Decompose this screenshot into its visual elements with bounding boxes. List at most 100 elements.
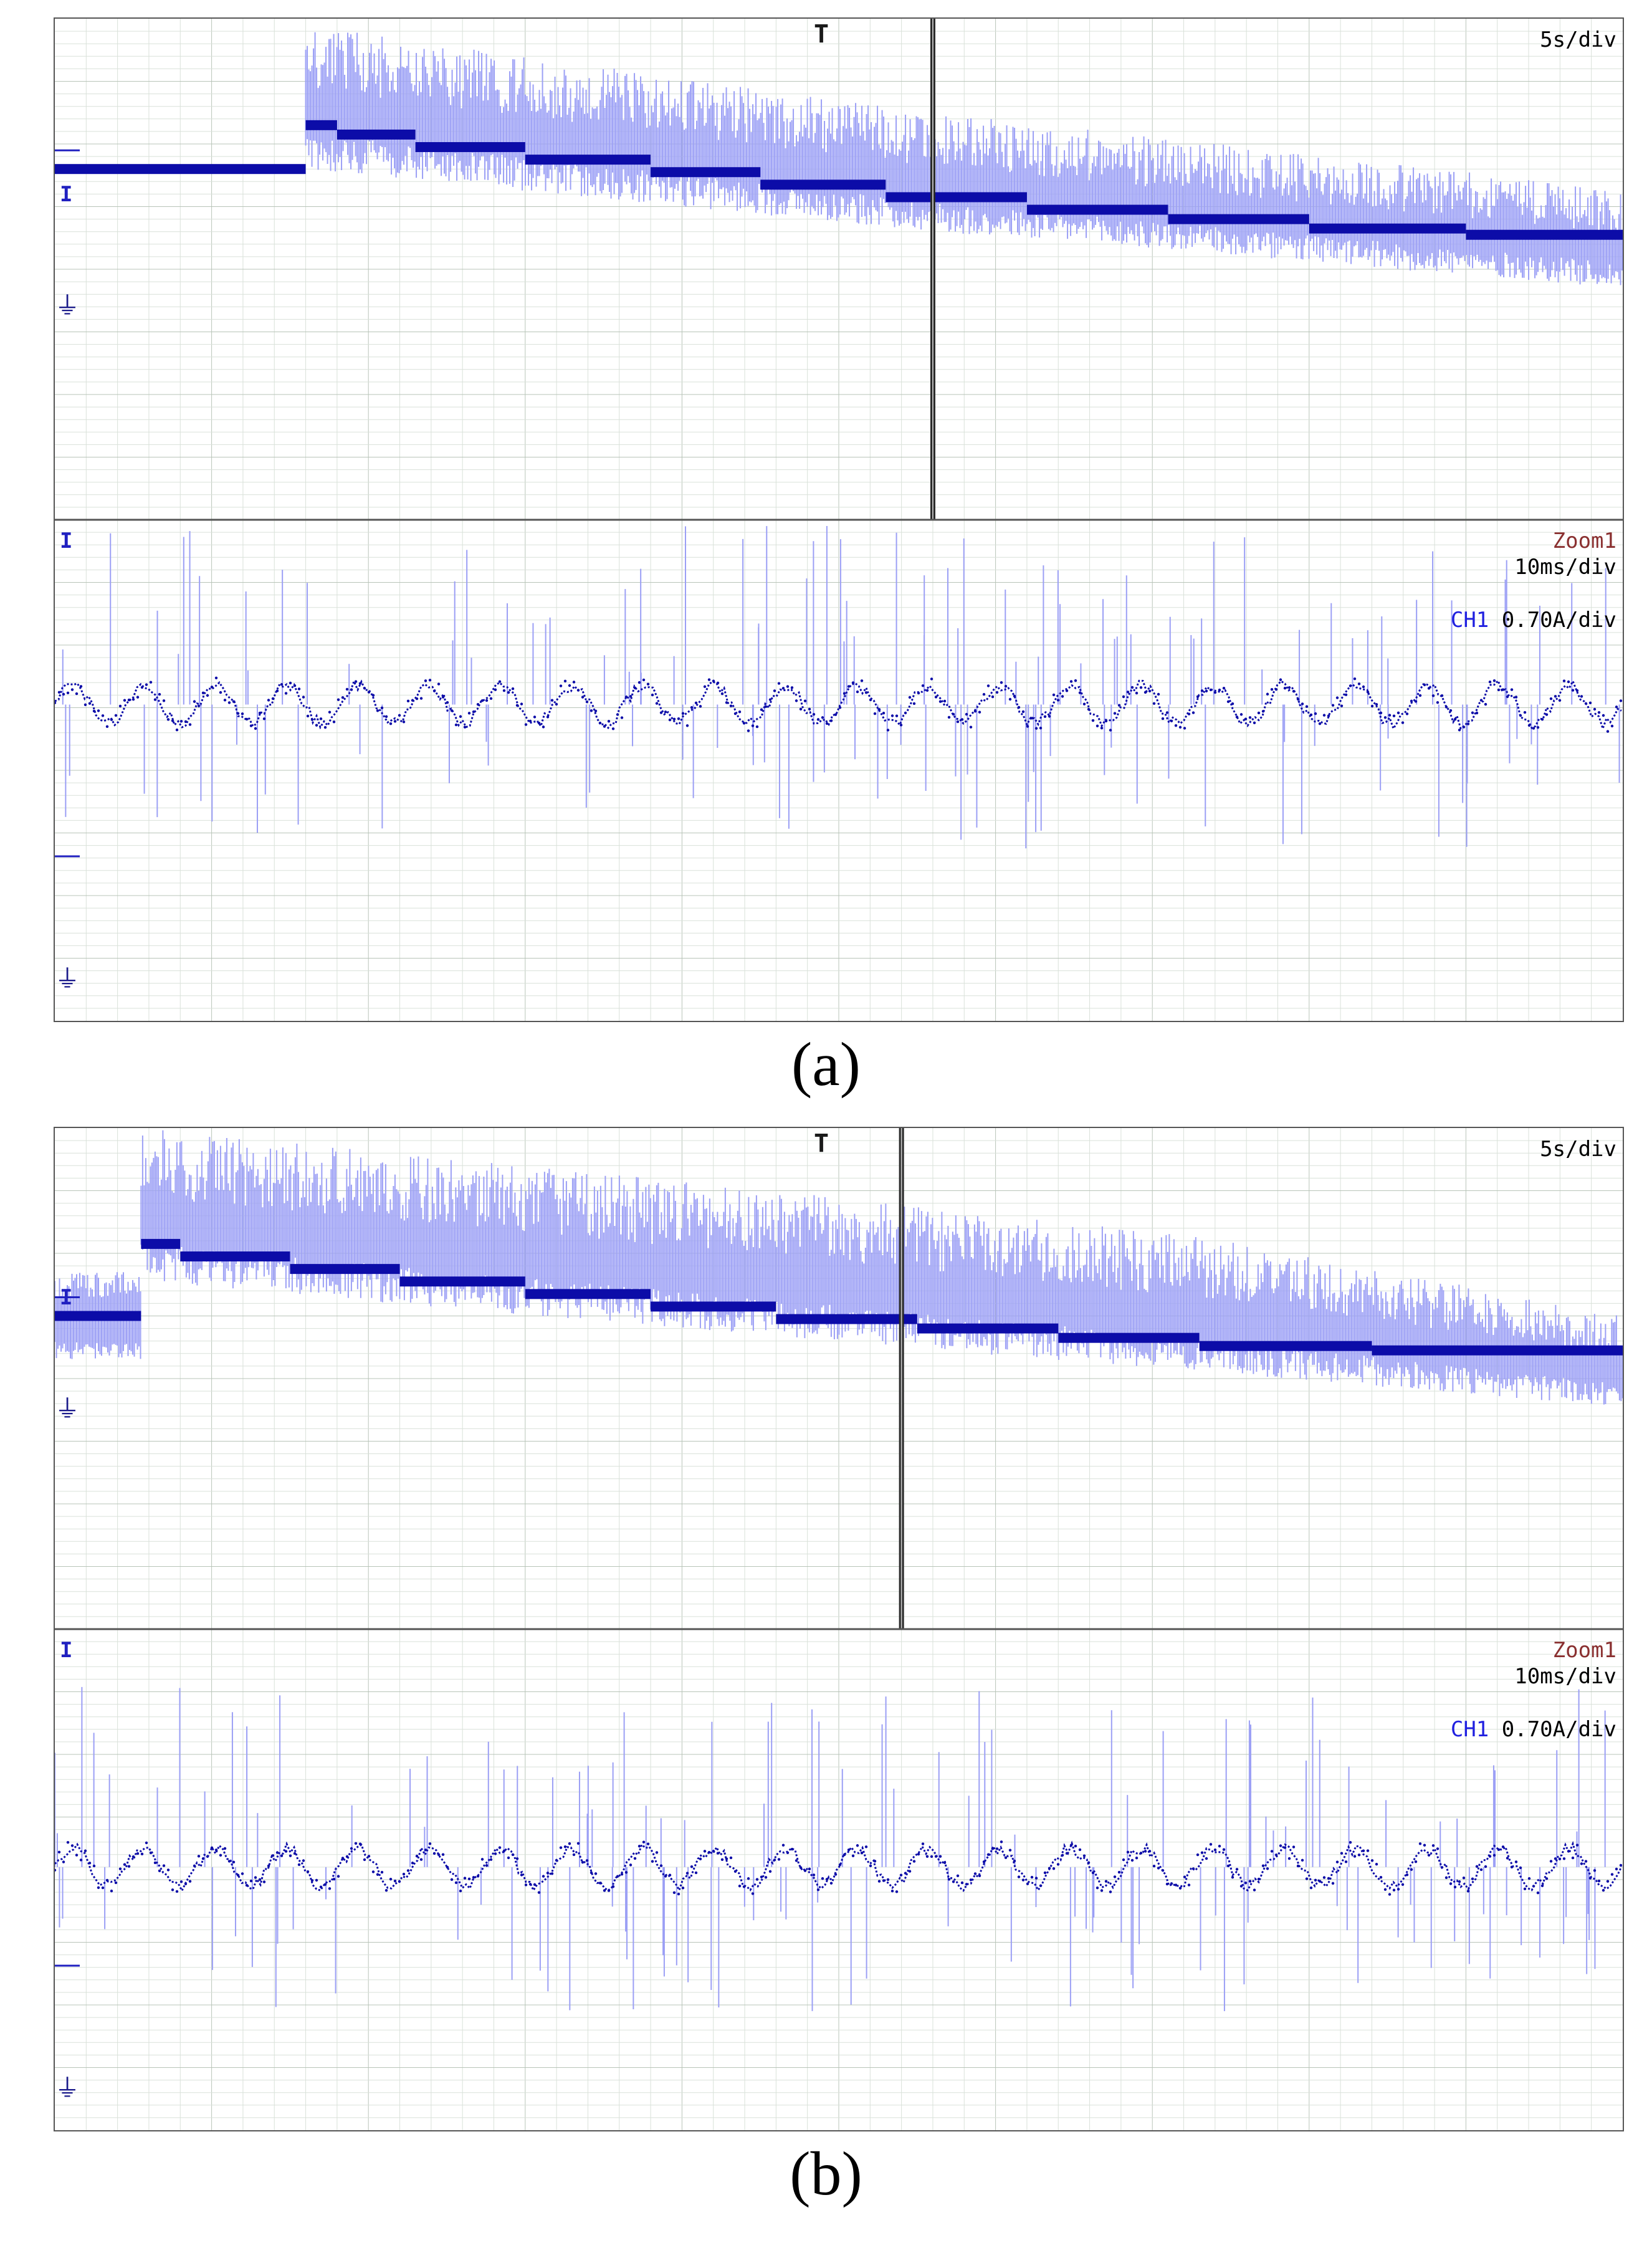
zoom-trace-point xyxy=(886,729,890,732)
zoom-trace-point xyxy=(1606,1880,1610,1883)
zoom-trace-point xyxy=(843,692,846,695)
zoom-trace-point xyxy=(1488,680,1492,684)
zoom-trace-point xyxy=(1139,1852,1143,1855)
zoom-trace-point xyxy=(585,1859,589,1862)
zoom-trace-point xyxy=(1440,1866,1444,1869)
zoom-trace-point xyxy=(1506,695,1509,699)
zoom-trace-point xyxy=(633,686,637,690)
zoom-trace-point xyxy=(1562,679,1566,682)
zoom-trace-point xyxy=(1615,705,1618,709)
zoom-trace-point xyxy=(694,701,698,705)
zoom-trace-point xyxy=(1335,696,1339,699)
zoom-trace-point xyxy=(1274,687,1278,691)
zoom-trace-point xyxy=(629,1863,633,1867)
zoom-trace-point xyxy=(1030,1875,1034,1879)
zoom-trace-point xyxy=(1100,1889,1104,1892)
zoom-trace-point xyxy=(1545,713,1549,716)
zoom-trace-point xyxy=(88,702,92,705)
zoom-trace-point xyxy=(1139,686,1143,689)
zoom-trace-point xyxy=(672,717,676,720)
zoom-trace-point xyxy=(70,688,74,691)
zoom-trace-point xyxy=(1200,689,1204,692)
zoom-trace-point xyxy=(1554,695,1557,698)
zoom-trace-point xyxy=(345,1855,349,1858)
zoom-trace-point xyxy=(1558,699,1562,702)
zoom-trace-point xyxy=(1117,1870,1121,1874)
zoom-trace-point xyxy=(799,707,803,711)
trace-step-6 xyxy=(760,179,886,190)
zoom-trace-point xyxy=(1379,1876,1383,1879)
zoom-trace-point xyxy=(742,1885,746,1888)
zoom-trace-point xyxy=(851,681,855,684)
zoom-trace-point xyxy=(1104,719,1108,723)
zoom-trace-point xyxy=(393,1879,397,1883)
zoom-trace-point xyxy=(1423,683,1426,687)
zoom-trace-point xyxy=(712,1849,715,1853)
zoom-trace-point xyxy=(1248,716,1252,719)
zoom-trace-point xyxy=(1100,726,1104,730)
zoom-trace-point xyxy=(598,721,602,725)
zoom-trace-point xyxy=(1122,1858,1125,1862)
zoom-trace-point xyxy=(1239,1885,1243,1888)
zoom-trace-point xyxy=(546,1872,550,1875)
zoom-trace-point xyxy=(476,702,480,706)
zoom-trace-point xyxy=(193,700,196,703)
zoom-trace-point xyxy=(1362,1849,1365,1852)
trace-step-7 xyxy=(886,192,1027,203)
zoom-trace-point xyxy=(1375,703,1378,706)
zoom-time-div-label: 10ms/div xyxy=(1514,555,1616,580)
zoom-trace-point xyxy=(149,1851,153,1855)
zoom-trace-point xyxy=(821,716,824,719)
zoom-trace-point xyxy=(171,1888,174,1891)
zoom-trace-point xyxy=(328,710,332,714)
zoom-trace-point xyxy=(1383,716,1387,719)
oscilloscope-screen-b: 5s/div T I ⏚ I ⏚ Zoom1 10ms/div CH1 0.70… xyxy=(54,1127,1624,2131)
zoom-trace-point xyxy=(1588,701,1592,705)
zoom-trace-point xyxy=(520,1873,523,1877)
zoom-trace-point xyxy=(105,725,109,729)
zoom-trace-point xyxy=(795,699,798,702)
zoom-trace-point xyxy=(986,1853,990,1856)
zoom-trace-point xyxy=(332,1877,336,1881)
zoom-trace-point xyxy=(812,712,816,716)
zoom-trace-point xyxy=(511,1853,515,1857)
zoom-trace-point xyxy=(895,714,899,717)
zoom-trace-point xyxy=(1257,711,1261,715)
trace-step-2 xyxy=(337,129,416,140)
zoom-trace-point xyxy=(524,1883,528,1887)
zoom-trace-point xyxy=(206,694,209,697)
zoom-trace-point xyxy=(454,1881,458,1885)
zoom-trace-point xyxy=(760,1875,763,1878)
zoom-trace-point xyxy=(1261,1864,1265,1867)
zoom-trace-point xyxy=(524,723,528,726)
zoom-trace-point xyxy=(419,1858,423,1861)
zoom-trace-point xyxy=(934,1855,938,1858)
zoom-trace-point xyxy=(428,679,432,682)
zoom-trace-point xyxy=(843,1853,846,1857)
zoom-trace xyxy=(55,679,1622,732)
zoom-trace-point xyxy=(1170,1882,1173,1885)
zoom-trace-point xyxy=(363,1858,366,1862)
zoom-trace-point xyxy=(821,1877,824,1880)
zoom-trace-point xyxy=(166,718,170,721)
zoom-trace-point xyxy=(651,1860,654,1863)
zoom-trace-point xyxy=(289,1854,292,1857)
zoom-trace-point xyxy=(206,1855,209,1858)
zoom-trace-point xyxy=(371,694,375,697)
zoom-trace-point xyxy=(1244,717,1248,720)
zoom-trace-point xyxy=(1366,1849,1370,1852)
zoom-trace-point xyxy=(978,710,981,714)
zoom-trace-point xyxy=(1453,1885,1457,1889)
zoom-trace-point xyxy=(930,1855,933,1858)
zoom-trace-point xyxy=(1270,687,1274,691)
zoom-trace-point xyxy=(236,712,240,715)
zoom-trace-point xyxy=(747,729,750,732)
zoom-trace-point xyxy=(1226,1864,1230,1868)
zoom-trace-point xyxy=(1340,704,1344,707)
zoom-trace-point xyxy=(1488,1855,1492,1858)
zoom-trace-point xyxy=(1536,726,1540,729)
zoom-trace-point xyxy=(991,695,995,699)
zoom-trace-point xyxy=(1231,1875,1234,1879)
zoom-trace-point xyxy=(703,1850,707,1853)
zoom-trace-point xyxy=(537,721,541,725)
